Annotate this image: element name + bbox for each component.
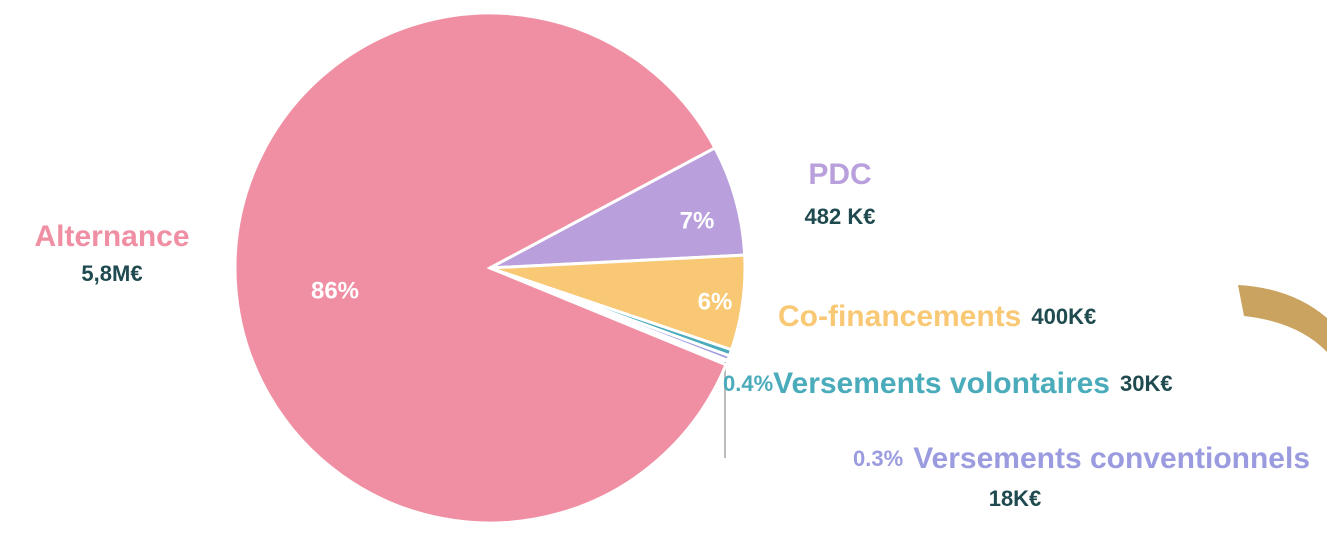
- category-label: Versements conventionnels: [913, 442, 1310, 475]
- slice-label: 0.3%: [853, 446, 903, 471]
- slice-label: 7%: [680, 207, 715, 234]
- slice-label: 6%: [698, 288, 733, 315]
- pie-slice: [489, 266, 732, 363]
- pie-slice: [233, 11, 728, 525]
- amount-label: 18K€: [989, 486, 1042, 511]
- pie-slice: [489, 145, 747, 270]
- category-row: Co-financements 400K€: [778, 300, 1096, 333]
- category-label: Alternance: [34, 220, 189, 253]
- category-row: 0.4%Versements volontaires 30K€: [723, 367, 1173, 400]
- category-row: 0.3% Versements conventionnels: [853, 442, 1310, 475]
- amount-label: 400K€: [1031, 304, 1096, 329]
- slice-label: 0.4%: [723, 371, 773, 396]
- category-label: Co-financements: [778, 300, 1021, 333]
- amount-label: 5,8M€: [81, 261, 142, 286]
- decoration: [1238, 285, 1327, 352]
- amount-label: 30K€: [1120, 371, 1173, 396]
- amount-label: 482 K€: [805, 204, 876, 229]
- slice-label: 86%: [311, 277, 359, 304]
- category-label: PDC: [808, 158, 871, 191]
- category-label: Versements volontaires: [773, 367, 1110, 400]
